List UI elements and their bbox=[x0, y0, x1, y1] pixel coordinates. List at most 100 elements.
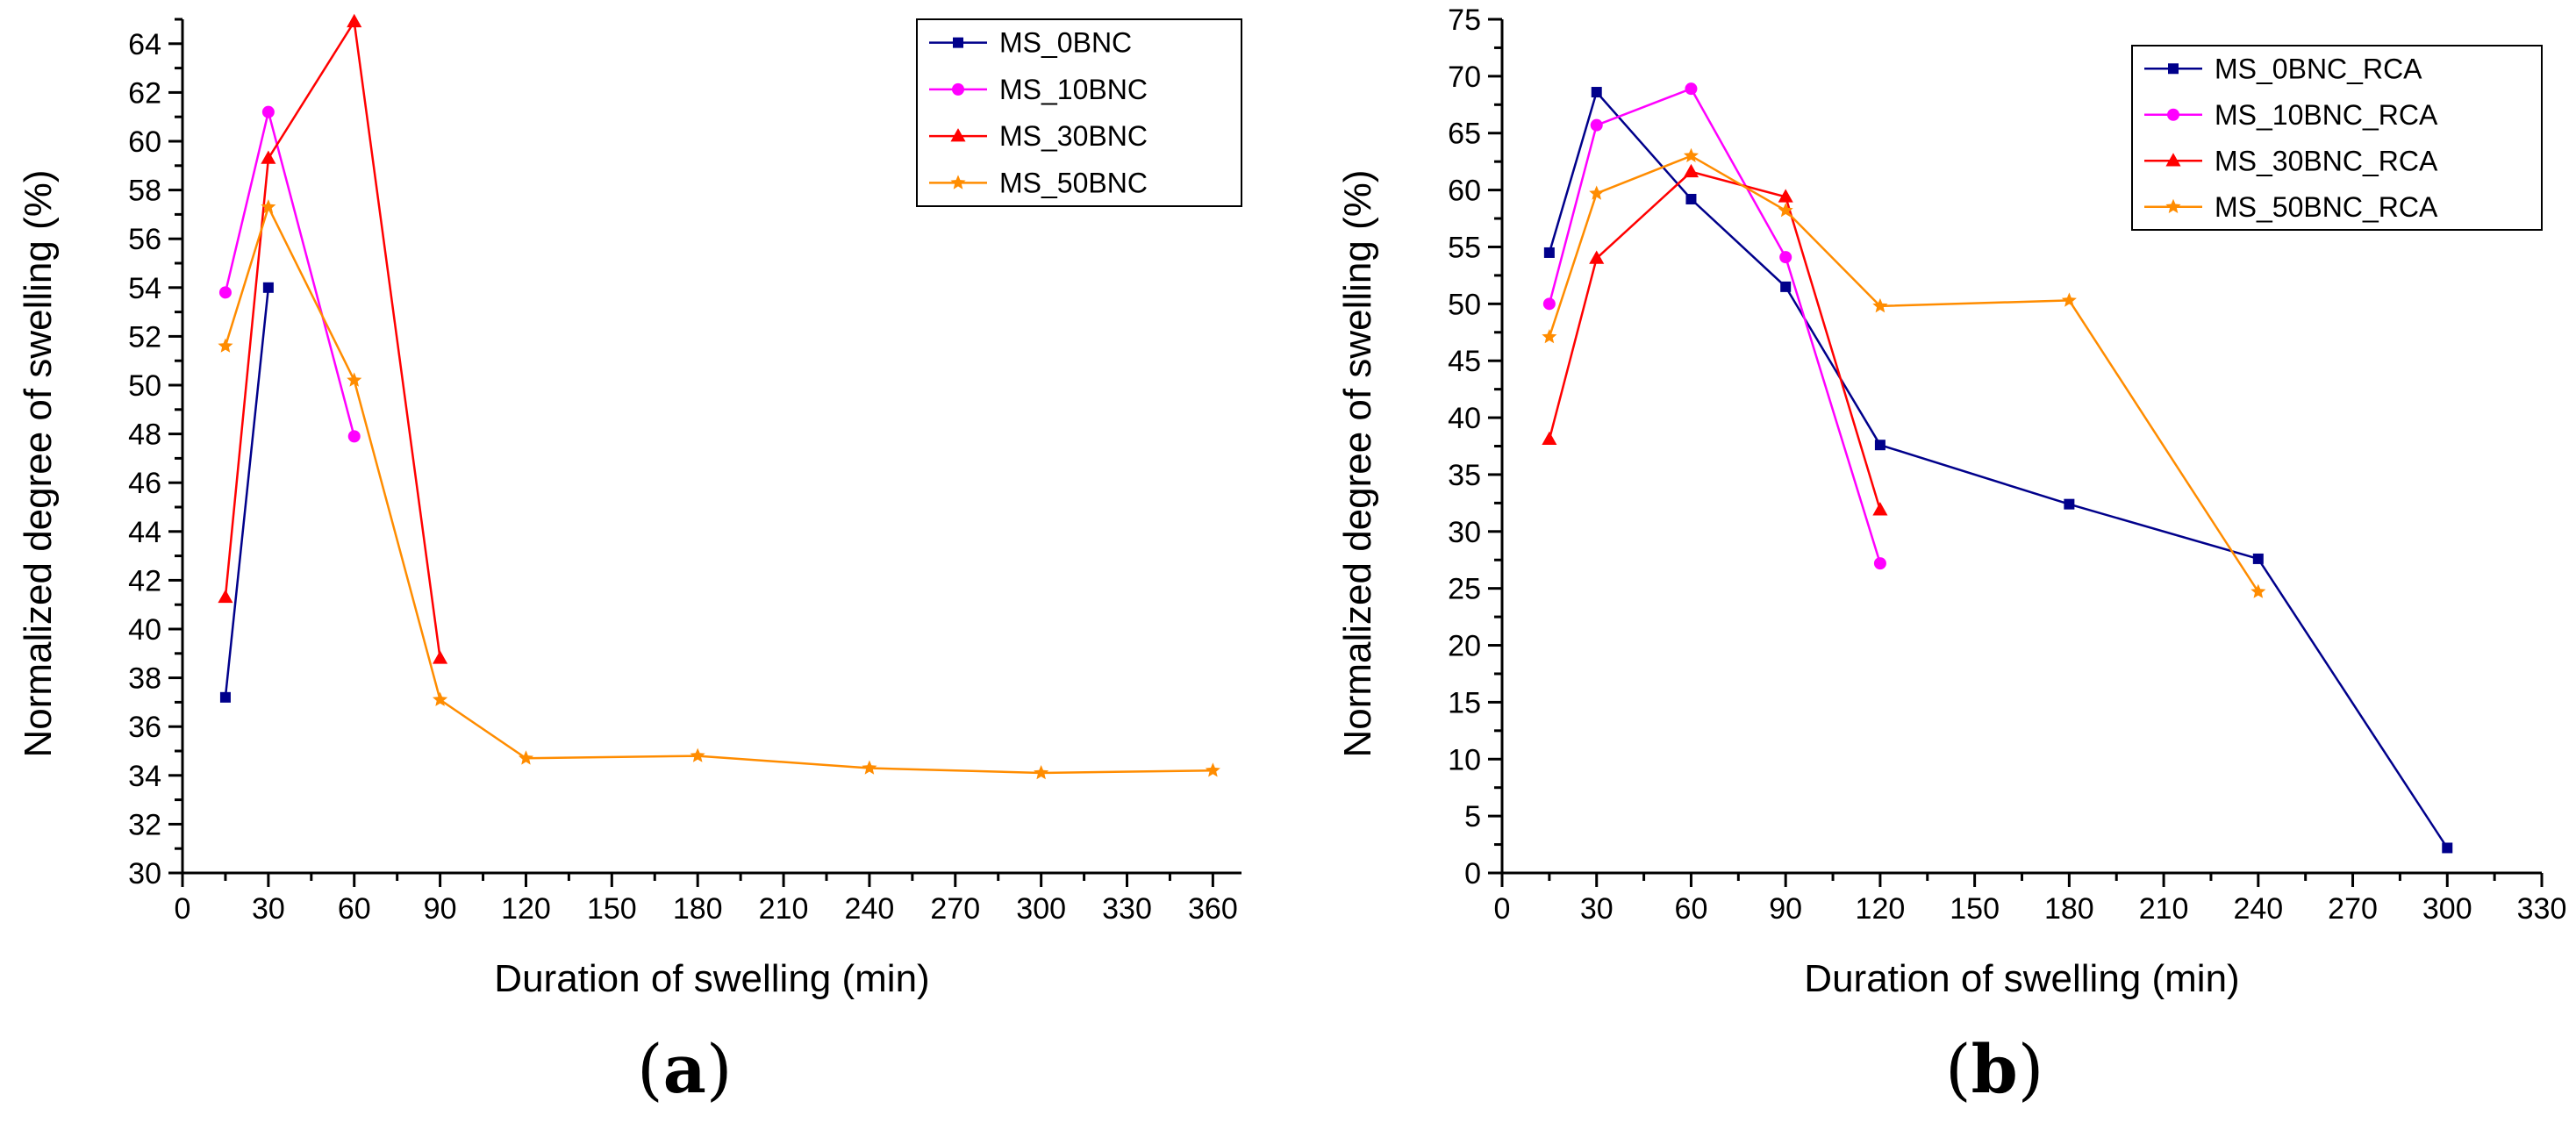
y-tick-label: 64 bbox=[128, 28, 161, 61]
x-tick-label: 300 bbox=[2422, 892, 2472, 926]
y-tick-label: 36 bbox=[128, 711, 161, 744]
data-point bbox=[518, 750, 533, 765]
data-point bbox=[1034, 765, 1049, 780]
data-point bbox=[1780, 281, 1792, 292]
series-MS_10BNC bbox=[218, 105, 361, 443]
legend-entry: MS_30BNC bbox=[999, 120, 1148, 152]
data-point bbox=[1683, 147, 1699, 162]
y-tick-label: 52 bbox=[128, 320, 161, 354]
y-tick-label: 70 bbox=[1448, 61, 1481, 94]
y-tick-label: 15 bbox=[1448, 686, 1481, 719]
data-point bbox=[261, 199, 276, 214]
legend-box bbox=[2131, 45, 2543, 231]
data-point bbox=[1591, 87, 1602, 98]
legend-box bbox=[916, 18, 1242, 207]
data-point bbox=[690, 747, 705, 762]
x-tick-label: 0 bbox=[1494, 892, 1511, 926]
y-tick-label: 30 bbox=[1448, 516, 1481, 549]
series-line bbox=[224, 204, 1213, 775]
y-tick-label: 30 bbox=[128, 857, 161, 891]
y-tick-label: 60 bbox=[1448, 175, 1481, 208]
legend-marker bbox=[2165, 198, 2181, 213]
y-tick-label: 32 bbox=[128, 808, 161, 841]
legend-marker bbox=[952, 82, 964, 96]
x-tick-label: 210 bbox=[2139, 892, 2189, 926]
y-tick-label: 45 bbox=[1448, 345, 1481, 378]
data-point bbox=[1542, 431, 1557, 446]
x-tick-label: 0 bbox=[175, 892, 191, 926]
y-tick-label: 55 bbox=[1448, 231, 1481, 264]
legend-marker bbox=[2168, 63, 2179, 75]
y-tick-label: 56 bbox=[128, 223, 161, 256]
data-point bbox=[261, 150, 276, 164]
series-MS_30BNC_RCA bbox=[1542, 163, 1888, 516]
legend-entry: MS_50BNC bbox=[999, 167, 1148, 198]
series-MS_0BNC_RCA bbox=[1543, 87, 2453, 854]
x-tick-label: 270 bbox=[2328, 892, 2378, 926]
y-tick-label: 65 bbox=[1448, 118, 1481, 151]
legend-entry: MS_50BNC_RCA bbox=[2215, 191, 2438, 223]
y-tick-label: 58 bbox=[128, 175, 161, 208]
panel-label-letter: b bbox=[1971, 1030, 2018, 1108]
data-point bbox=[1685, 193, 1697, 204]
y-axis-title: Normalized degree of swelling (%) bbox=[17, 169, 60, 757]
series-MS_50BNC_RCA bbox=[1542, 147, 2266, 598]
x-tick-label: 180 bbox=[2044, 892, 2094, 926]
x-tick-label: 90 bbox=[424, 892, 457, 926]
y-tick-label: 44 bbox=[128, 516, 161, 549]
x-tick-label: 330 bbox=[2517, 892, 2567, 926]
legend-marker bbox=[2167, 108, 2179, 121]
data-point bbox=[2064, 498, 2075, 510]
data-point bbox=[1543, 247, 1555, 258]
data-point bbox=[347, 13, 362, 28]
x-tick-label: 30 bbox=[252, 892, 285, 926]
x-tick-label: 240 bbox=[2233, 892, 2283, 926]
x-tick-label: 210 bbox=[759, 892, 809, 926]
data-point bbox=[1590, 118, 1603, 132]
y-tick-label: 46 bbox=[128, 467, 161, 500]
data-point bbox=[1778, 203, 1793, 218]
series-line bbox=[1548, 87, 1882, 564]
x-tick-label: 60 bbox=[1675, 892, 1708, 926]
x-tick-label: 270 bbox=[930, 892, 980, 926]
x-axis-title: Duration of swelling (min) bbox=[1804, 957, 2239, 1000]
data-point bbox=[2250, 583, 2266, 598]
series-line bbox=[224, 287, 270, 697]
y-tick-label: 50 bbox=[128, 369, 161, 403]
series-line bbox=[1548, 89, 2449, 849]
y-tick-label: 75 bbox=[1448, 4, 1481, 37]
data-point bbox=[262, 282, 274, 293]
legend-entry: MS_10BNC_RCA bbox=[2215, 99, 2438, 131]
data-point bbox=[347, 430, 361, 443]
data-point bbox=[2252, 553, 2264, 564]
panel-label-open-paren: ( bbox=[1945, 1030, 1971, 1108]
data-point bbox=[1542, 297, 1556, 311]
data-point bbox=[1779, 251, 1792, 264]
data-point bbox=[1872, 502, 1888, 516]
series-MS_0BNC bbox=[219, 282, 274, 703]
x-tick-label: 300 bbox=[1016, 892, 1066, 926]
x-tick-label: 90 bbox=[1769, 892, 1802, 926]
x-tick-label: 120 bbox=[1856, 892, 1906, 926]
legend-entry: MS_0BNC_RCA bbox=[2215, 53, 2422, 84]
y-tick-label: 10 bbox=[1448, 743, 1481, 776]
data-point bbox=[347, 372, 362, 387]
chart-panel-a: 0 30 60 90 120 150 180 210 240 270 300 330 360 30 32 34… bbox=[17, 13, 1242, 1108]
x-tick-label: 60 bbox=[338, 892, 371, 926]
legend-entry: MS_10BNC bbox=[999, 74, 1148, 105]
y-tick-label: 40 bbox=[128, 613, 161, 647]
x-tick-label: 180 bbox=[673, 892, 723, 926]
y-tick-label: 48 bbox=[128, 418, 161, 452]
series-MS_30BNC bbox=[218, 13, 448, 664]
data-point bbox=[1589, 185, 1605, 200]
y-tick-label: 42 bbox=[128, 564, 161, 597]
data-point bbox=[1873, 557, 1886, 570]
x-axis-title: Duration of swelling (min) bbox=[494, 957, 929, 1000]
legend: MS_0BNC_RCA MS_10BNC_RCA MS_30BNC_RCA MS_50… bbox=[2131, 45, 2543, 231]
x-tick-label: 150 bbox=[587, 892, 637, 926]
legend-marker bbox=[2165, 153, 2181, 167]
data-point bbox=[862, 760, 877, 775]
y-axis-title: Normalized degree of swelling (%) bbox=[1336, 169, 1379, 757]
data-point bbox=[1872, 297, 1888, 313]
